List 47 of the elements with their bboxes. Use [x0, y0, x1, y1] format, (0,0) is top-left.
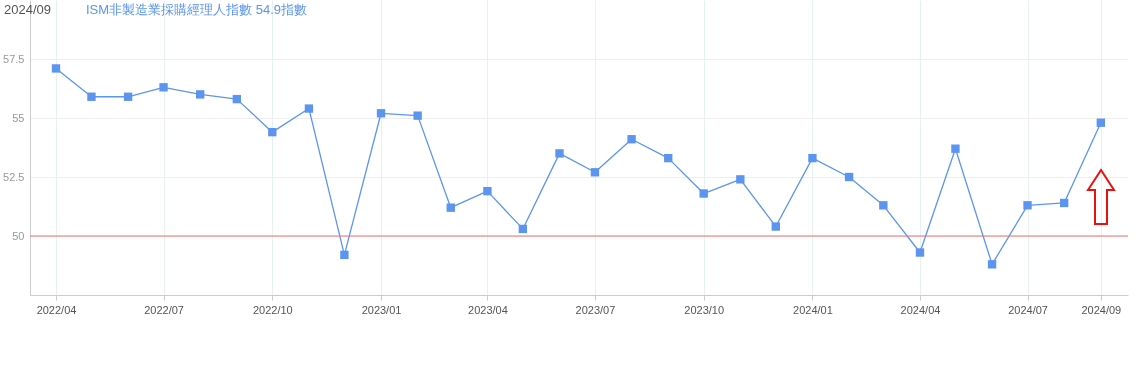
point: [1023, 201, 1032, 210]
point: [1096, 118, 1105, 127]
x-tick-label: 2023/01: [361, 303, 402, 316]
point: [951, 144, 960, 153]
point: [413, 111, 422, 120]
point: [196, 90, 205, 99]
x-tick-label: 2024/07: [1008, 303, 1048, 316]
point: [771, 222, 780, 231]
x-tick-label: 2023/10: [684, 303, 725, 316]
point: [518, 224, 528, 234]
point: [1059, 198, 1069, 208]
point: [159, 83, 168, 92]
x-tick-label: 2023/07: [575, 303, 616, 316]
point: [590, 168, 600, 177]
point: [915, 248, 925, 257]
point: [555, 149, 564, 158]
point: [987, 260, 997, 269]
point: [51, 64, 61, 73]
point: [232, 94, 242, 104]
x-tick-label: 2024/04: [900, 303, 941, 316]
y-tick-label: 57.5: [3, 52, 25, 65]
x-tick-label: 2024/01: [793, 303, 833, 316]
y-tick-label: 55: [12, 111, 25, 124]
point: [699, 189, 708, 198]
x-tick-label: 2022/10: [252, 303, 293, 316]
x-tick-label: 2022/07: [144, 303, 184, 316]
x-tick-label: 2024/09: [1081, 303, 1122, 316]
point: [304, 104, 314, 113]
y-tick-label: 50: [12, 229, 25, 242]
point: [446, 203, 455, 212]
x-tick-label: 2023/04: [468, 303, 508, 316]
point: [844, 172, 854, 182]
y-tick-label: 52.5: [3, 170, 25, 183]
point: [87, 92, 96, 101]
x-tick-label: 2022/04: [36, 303, 77, 316]
point: [808, 153, 817, 163]
text: ISM非製造業採購經理人指數 54.9指數: [86, 2, 308, 17]
point: [736, 175, 745, 184]
point: [627, 135, 636, 144]
point: [123, 92, 133, 101]
point: [340, 250, 349, 260]
point: [664, 153, 673, 163]
point: [268, 127, 277, 137]
point: [483, 186, 492, 196]
point: [376, 109, 386, 118]
chart-title: 2024/09: [4, 2, 51, 17]
point: [879, 201, 888, 210]
